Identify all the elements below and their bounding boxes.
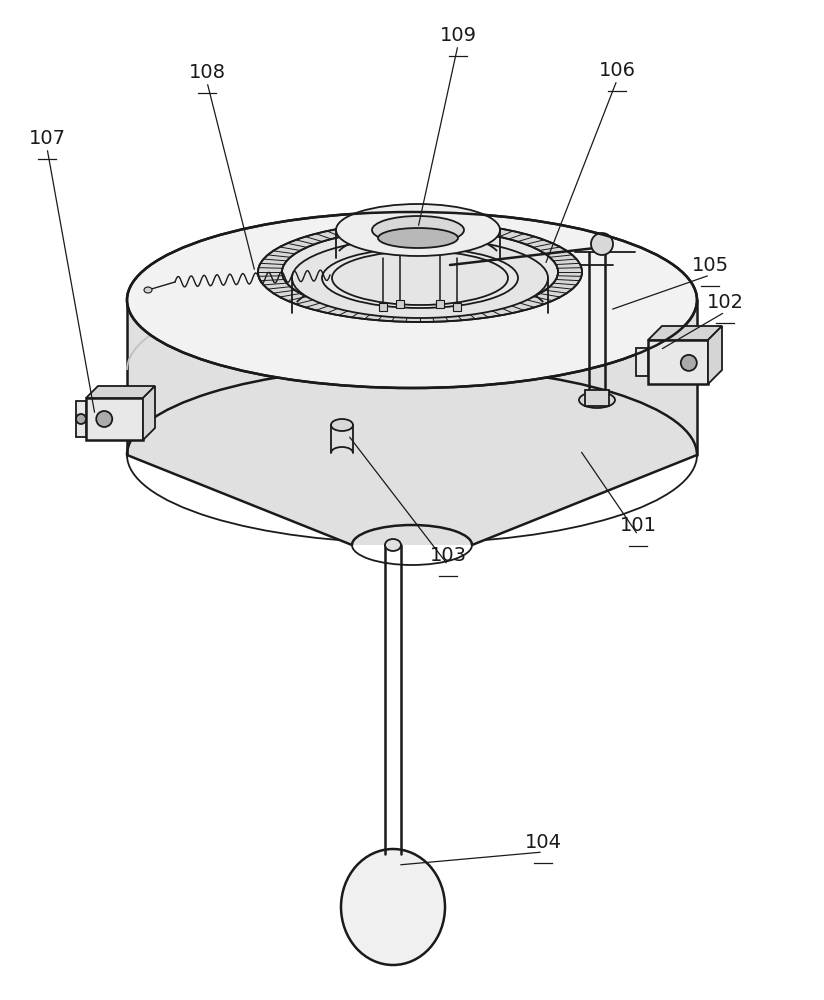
Ellipse shape bbox=[336, 204, 500, 256]
Text: 103: 103 bbox=[429, 546, 466, 565]
Ellipse shape bbox=[372, 216, 464, 244]
Ellipse shape bbox=[144, 287, 152, 293]
Text: 101: 101 bbox=[620, 516, 657, 535]
Text: 106: 106 bbox=[598, 61, 635, 80]
Polygon shape bbox=[76, 401, 86, 437]
Ellipse shape bbox=[681, 355, 697, 371]
Polygon shape bbox=[86, 386, 155, 398]
Ellipse shape bbox=[591, 233, 613, 255]
Text: 108: 108 bbox=[189, 63, 226, 82]
Ellipse shape bbox=[332, 251, 508, 305]
Polygon shape bbox=[708, 326, 722, 384]
Bar bbox=[436, 300, 444, 308]
Ellipse shape bbox=[385, 539, 401, 551]
Ellipse shape bbox=[322, 248, 518, 308]
Polygon shape bbox=[127, 300, 697, 455]
Bar bbox=[453, 303, 461, 311]
Ellipse shape bbox=[76, 414, 86, 424]
Ellipse shape bbox=[96, 411, 112, 427]
Polygon shape bbox=[127, 455, 697, 545]
Ellipse shape bbox=[292, 238, 548, 318]
Polygon shape bbox=[636, 348, 648, 376]
Ellipse shape bbox=[258, 222, 582, 322]
Polygon shape bbox=[648, 326, 722, 340]
Text: 107: 107 bbox=[29, 129, 65, 148]
Text: 102: 102 bbox=[706, 293, 743, 312]
Polygon shape bbox=[143, 386, 155, 440]
Ellipse shape bbox=[127, 212, 697, 388]
Text: 109: 109 bbox=[439, 26, 476, 45]
Ellipse shape bbox=[378, 228, 458, 248]
Polygon shape bbox=[86, 398, 143, 440]
Ellipse shape bbox=[282, 229, 558, 315]
Text: 104: 104 bbox=[525, 833, 561, 852]
Polygon shape bbox=[648, 340, 708, 384]
Ellipse shape bbox=[341, 849, 445, 965]
Bar bbox=[379, 303, 387, 311]
Ellipse shape bbox=[331, 419, 353, 431]
Ellipse shape bbox=[579, 392, 615, 408]
Bar bbox=[396, 300, 404, 308]
Text: 105: 105 bbox=[691, 256, 728, 275]
Bar bbox=[585, 390, 609, 406]
